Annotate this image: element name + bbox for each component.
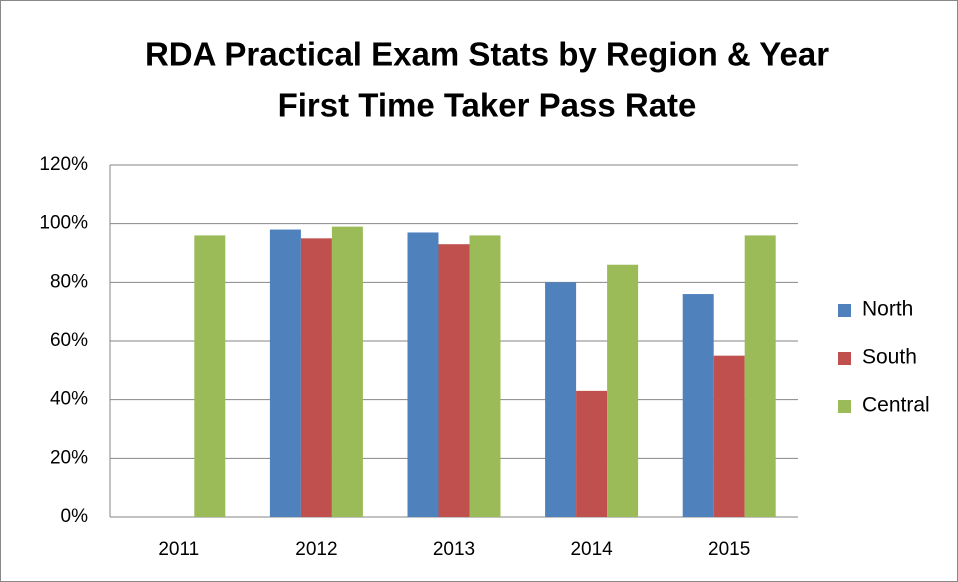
- y-tick-label: 20%: [50, 447, 88, 468]
- y-tick-label: 40%: [50, 389, 88, 410]
- x-tick-label: 2013: [433, 539, 475, 560]
- chart-title: RDA Practical Exam Stats by Region & Yea…: [145, 36, 829, 73]
- bar: [300, 238, 332, 518]
- bar: [607, 264, 639, 517]
- bar: [576, 390, 608, 517]
- bar: [469, 235, 501, 517]
- bar: [194, 235, 226, 517]
- bar: [744, 235, 776, 517]
- legend-swatch: [838, 352, 851, 365]
- bar: [438, 244, 470, 517]
- y-tick-label: 60%: [50, 330, 88, 351]
- legend-label: North: [862, 298, 913, 321]
- legend-swatch: [838, 304, 851, 317]
- y-tick-label: 120%: [39, 154, 88, 175]
- bar: [331, 226, 363, 517]
- chart-subtitle: First Time Taker Pass Rate: [278, 87, 697, 124]
- bar: [545, 282, 577, 517]
- legend-label: Central: [862, 394, 930, 417]
- x-tick-label: 2011: [158, 539, 199, 560]
- x-tick-label: 2015: [708, 539, 750, 560]
- y-tick-label: 100%: [39, 213, 88, 234]
- legend-swatch: [838, 400, 851, 413]
- x-tick-label: 2012: [295, 539, 337, 560]
- bar: [713, 355, 745, 517]
- bar: [682, 294, 714, 517]
- y-tick-label: 80%: [50, 271, 88, 292]
- x-tick-label: 2014: [570, 539, 613, 560]
- legend-label: South: [862, 346, 917, 369]
- y-tick-label: 0%: [61, 506, 89, 527]
- bar: [269, 229, 301, 518]
- bar: [407, 232, 439, 517]
